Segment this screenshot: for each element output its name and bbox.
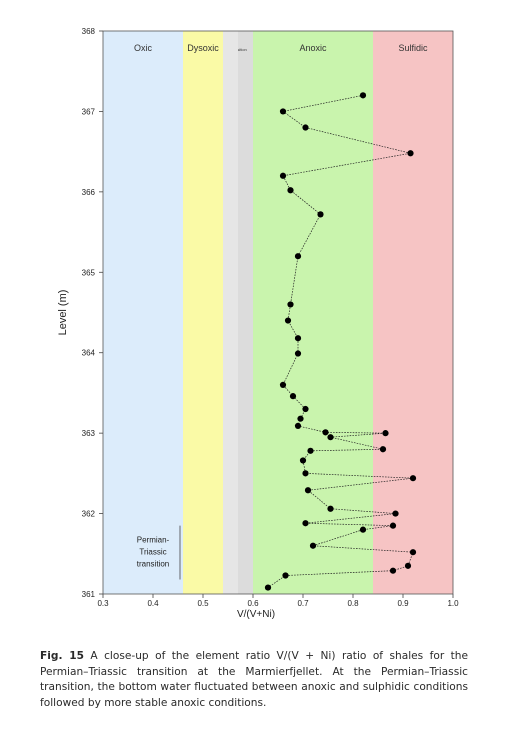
x-tick-label: 1.0 [447, 599, 459, 608]
data-series [264, 92, 417, 591]
zone-label: Sulfidic [398, 43, 428, 53]
y-tick-label: 366 [82, 188, 96, 197]
x-tick-label: 0.9 [397, 599, 409, 608]
transition-shade [223, 31, 238, 594]
zone-band [253, 31, 373, 594]
zone-label: Anoxic [299, 43, 327, 53]
y-tick-label: 368 [82, 27, 96, 36]
data-point [302, 124, 309, 131]
data-point [407, 150, 414, 157]
chart-figure: OxicDysoxicTransitionAnoxicSulfidic Perm… [57, 27, 459, 620]
annotation-text: Permian- [137, 536, 170, 545]
y-tick-label: 364 [82, 349, 96, 358]
data-point [304, 487, 312, 494]
data-point [299, 457, 307, 464]
zone-label: Oxic [134, 43, 153, 53]
x-tick-label: 0.7 [297, 599, 309, 608]
caption-text: A close-up of the element ratio V/(V + N… [40, 650, 469, 709]
data-point [284, 317, 292, 324]
data-point [294, 422, 302, 430]
zone-bands: OxicDysoxicTransitionAnoxicSulfidic [103, 31, 453, 594]
x-tick-label: 0.8 [347, 599, 359, 608]
data-point [382, 430, 389, 437]
data-point [287, 187, 294, 194]
data-point [264, 584, 272, 591]
data-point [317, 211, 324, 218]
data-point [282, 572, 289, 579]
data-point [327, 434, 334, 441]
y-tick-label: 363 [82, 429, 96, 438]
data-point [302, 520, 309, 527]
x-tick-label: 0.4 [147, 599, 159, 608]
caption-label: Fig. 15 [40, 650, 84, 662]
plot-border [102, 30, 454, 595]
data-point [409, 549, 417, 556]
x-tick-label: 0.3 [97, 599, 109, 608]
annotation-text: Triassic [139, 548, 166, 557]
data-point [392, 510, 399, 517]
x-tick-label: 0.6 [247, 599, 259, 608]
data-point [294, 253, 302, 260]
data-point [289, 393, 297, 400]
data-point [389, 522, 397, 529]
data-point [307, 447, 314, 454]
data-point [409, 475, 417, 482]
y-axis-label: Level (m) [57, 290, 69, 336]
data-point [379, 446, 387, 453]
zone-band [373, 31, 453, 594]
zone-band [103, 31, 183, 594]
annotation-text: transition [137, 560, 169, 569]
data-point [404, 562, 412, 569]
data-point [327, 505, 334, 512]
data-point [302, 405, 309, 413]
data-point [294, 350, 302, 357]
data-point [287, 301, 294, 308]
transition-annotation: Permian- Triassic transition [137, 525, 181, 580]
data-point [279, 381, 287, 388]
data-point [359, 92, 367, 99]
axes: 0.3 0.4 0.5 0.6 0.7 0.8 0.9 1.0 361 362 363 364 365 3… [57, 27, 459, 620]
figure-caption: Fig. 15 A close-up of the element ratio … [40, 649, 468, 711]
zone-label: Dysoxic [187, 43, 219, 53]
plot-frame [102, 30, 454, 595]
data-point [309, 542, 317, 549]
y-tick-label: 361 [82, 590, 96, 599]
data-point [279, 172, 287, 179]
x-axis-label: V/(V+Ni) [237, 609, 275, 620]
zone-band [183, 31, 223, 594]
x-tick-label: 0.5 [197, 599, 209, 608]
data-point [389, 567, 397, 574]
data-point [359, 526, 367, 533]
y-tick-label: 362 [82, 510, 96, 519]
y-tick-label: 365 [82, 268, 96, 277]
y-tick-label: 367 [82, 107, 96, 116]
data-point [279, 108, 287, 115]
data-point [302, 470, 309, 477]
data-point [294, 335, 302, 342]
data-point [297, 415, 304, 422]
data-point [322, 429, 329, 436]
